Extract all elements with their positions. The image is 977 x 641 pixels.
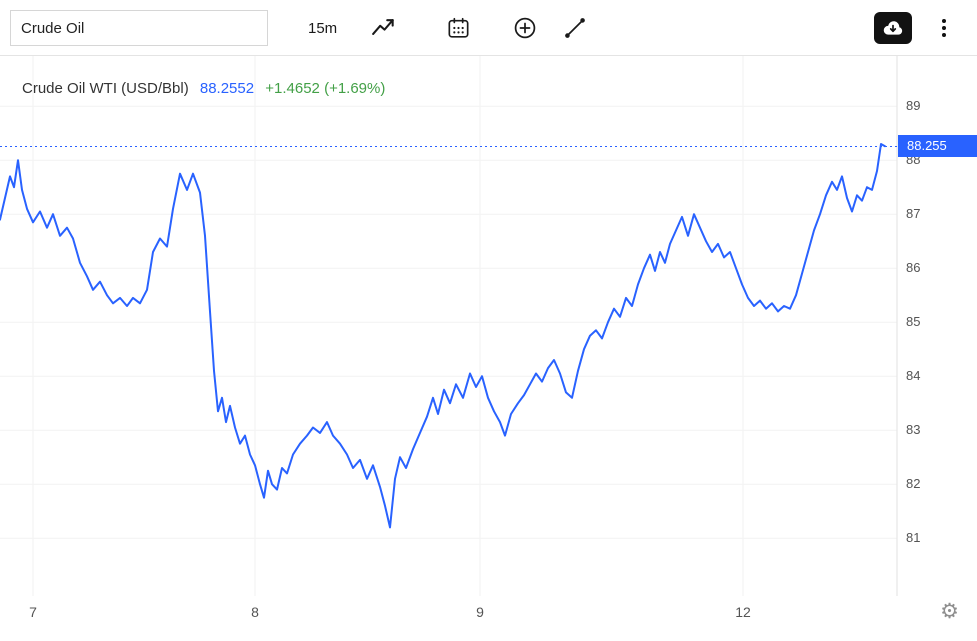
instrument-title: Crude Oil WTI (USD/Bbl) xyxy=(22,80,189,97)
chart-area[interactable]: Crude Oil WTI (USD/Bbl) 88.2552 +1.4652 … xyxy=(0,56,977,596)
plus-circle-icon xyxy=(514,17,536,39)
last-price-badge: 88.255 xyxy=(898,135,977,158)
toolbar: 15m xyxy=(0,0,977,56)
x-axis-label: 9 xyxy=(476,604,484,620)
chart-legend: Crude Oil WTI (USD/Bbl) 88.2552 +1.4652 … xyxy=(22,80,385,97)
y-axis-label: 83 xyxy=(906,422,921,438)
line-chart-icon xyxy=(372,19,394,35)
y-axis-label: 82 xyxy=(906,476,921,492)
x-axis-label: 8 xyxy=(251,604,259,620)
calendar-icon xyxy=(448,17,469,38)
symbol-search-input[interactable] xyxy=(10,10,268,46)
y-axis-label: 89 xyxy=(906,98,921,114)
x-axis: ⚙ 7 8 9 12 xyxy=(0,596,977,641)
settings-button[interactable]: ⚙ xyxy=(940,598,959,626)
trendline-icon xyxy=(565,18,585,38)
cloud-download-icon xyxy=(883,21,903,35)
price-change-value: +1.4652 (+1.69%) xyxy=(265,80,386,97)
interval-button[interactable]: 15m xyxy=(308,0,337,56)
y-axis-label: 85 xyxy=(906,314,921,330)
gear-icon: ⚙ xyxy=(940,600,959,623)
y-axis-label: 86 xyxy=(906,260,921,276)
last-price-value: 88.2552 xyxy=(199,80,255,97)
calendar-button[interactable] xyxy=(445,15,471,41)
add-indicator-button[interactable] xyxy=(512,15,538,41)
interval-label: 15m xyxy=(308,19,338,37)
x-axis-label: 7 xyxy=(29,604,37,620)
price-chart xyxy=(0,56,898,596)
y-axis-label: 81 xyxy=(906,530,921,546)
kebab-menu-icon xyxy=(942,19,946,37)
x-axis-label: 12 xyxy=(735,604,751,620)
download-button[interactable] xyxy=(874,12,912,44)
trendline-tool-button[interactable] xyxy=(562,15,588,41)
y-axis-label: 87 xyxy=(906,206,921,222)
more-menu-button[interactable] xyxy=(932,16,956,40)
y-axis-label: 84 xyxy=(906,368,921,384)
price-line xyxy=(0,143,886,529)
chart-type-button[interactable] xyxy=(371,15,397,41)
